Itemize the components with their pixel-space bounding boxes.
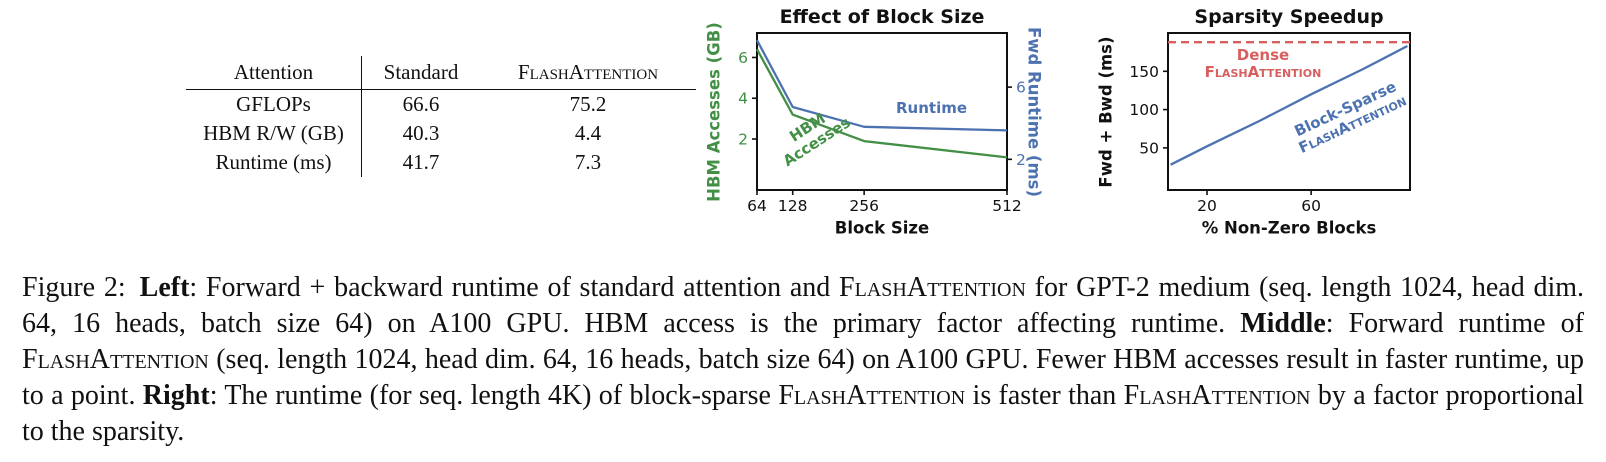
table-row: Runtime (ms) 41.7 7.3 [186, 148, 696, 177]
caption-text: : Forward runtime of [1325, 308, 1585, 339]
mid-right-axis-label: Fwd Runtime (ms) [1024, 26, 1044, 198]
series-line-runtime [755, 39, 1008, 132]
caption-text: by a factor proportional to the sparsity… [22, 380, 1584, 447]
series-line-block-sparse-flashattention [1170, 44, 1408, 166]
runtime-standard-value: 41.7 [402, 150, 440, 174]
caption-flashattention: FlashAttention [22, 344, 209, 375]
mid-left-axis-label: HBM Accesses (GB) [704, 22, 724, 202]
sparsity-speedup-chart: 50 100 150 20 60 Sparsity Speedup Fwd + Bwd … [1080, 0, 1445, 245]
series-line-hbm-accesses [755, 48, 1008, 159]
plot-box [756, 32, 1008, 191]
dense-annotation-line1: Dense [1236, 46, 1290, 64]
left-tick-label: 2 [738, 131, 748, 149]
left-tick-label: 4 [738, 90, 748, 108]
left-tick-label: 6 [738, 49, 748, 67]
table-row: HBM R/W (GB) 40.3 4.4 [186, 119, 696, 148]
block-size-plot: 2 4 6 2 6 64 128 256 512 [738, 32, 1026, 215]
x-tick-label: 256 [849, 197, 879, 215]
right-tick-label: 6 [1016, 79, 1026, 97]
figure-caption: Figure 2: Left: Forward + backward runtim… [22, 270, 1584, 450]
left-tick-label: 50 [1139, 139, 1159, 157]
x-tick-label: 64 [747, 197, 767, 215]
block-size-chart: 2 4 6 2 6 64 128 256 512 Effect of Block Size HB… [700, 0, 1060, 245]
caption-middle-label: Middle [1240, 308, 1326, 339]
table-row: GFLOPs 66.6 75.2 [186, 90, 696, 119]
caption-text: for GPT-2 medium (seq. length 1024, head… [22, 272, 1585, 339]
x-tick-label: 60 [1301, 197, 1321, 215]
hbm-flash-value: 4.4 [574, 121, 602, 145]
sparsity-y-axis-label: Fwd + Bwd (ms) [1096, 36, 1116, 188]
block-size-chart-title: Effect of Block Size [779, 6, 985, 28]
caption-text: (seq. length 1024, head dim. 64, 16 head… [22, 344, 1584, 411]
row-label-runtime: Runtime (ms) [186, 148, 362, 177]
plot-box [1167, 32, 1411, 191]
table-header-attention: Attention [186, 56, 362, 90]
table-header-flashattention: FlashAttention [480, 56, 696, 90]
gflops-standard-value: 66.6 [402, 92, 440, 116]
hbm-standard-value: 40.3 [402, 121, 440, 145]
caption-left-label: Left [139, 272, 190, 303]
dense-flashattention-annotation: Dense FlashAttention [1188, 47, 1338, 81]
caption-flashattention: FlashAttention [839, 272, 1026, 303]
x-tick-label: 128 [778, 197, 808, 215]
mid-x-axis-label: Block Size [834, 218, 930, 238]
table-header-standard: Standard [362, 56, 480, 90]
right-tick-label: 2 [1016, 151, 1026, 169]
dense-annotation-line2: FlashAttention [1204, 62, 1322, 81]
left-tick-label: 100 [1129, 101, 1159, 119]
left-tick-label: 150 [1129, 63, 1159, 81]
x-tick-label: 512 [992, 197, 1022, 215]
caption-text: : Forward + backward runtime of standard… [189, 272, 840, 303]
runtime-annotation: Runtime [896, 99, 968, 117]
sparsity-speedup-plot: 50 100 150 20 60 [1129, 32, 1411, 215]
caption-flashattention: FlashAttention [778, 380, 966, 411]
figure-label: Figure 2: [22, 272, 126, 303]
table-header-row: Attention Standard FlashAttention [186, 56, 696, 90]
sparsity-chart-title: Sparsity Speedup [1194, 6, 1384, 28]
sparsity-x-axis-label: % Non-Zero Blocks [1201, 218, 1377, 238]
caption-flashattention: FlashAttention [1123, 380, 1311, 411]
attention-metrics-table: Attention Standard FlashAttention GFLOPs… [186, 56, 696, 177]
x-tick-label: 20 [1197, 197, 1217, 215]
caption-text: : The runtime (for seq. length 4K) of bl… [209, 380, 779, 411]
runtime-flash-value: 7.3 [574, 150, 602, 174]
gflops-flash-value: 75.2 [569, 92, 607, 116]
caption-text: is faster than [965, 380, 1124, 411]
row-label-hbm: HBM R/W (GB) [186, 119, 362, 148]
caption-right-label: Right [142, 380, 210, 411]
row-label-gflops: GFLOPs [186, 90, 362, 119]
